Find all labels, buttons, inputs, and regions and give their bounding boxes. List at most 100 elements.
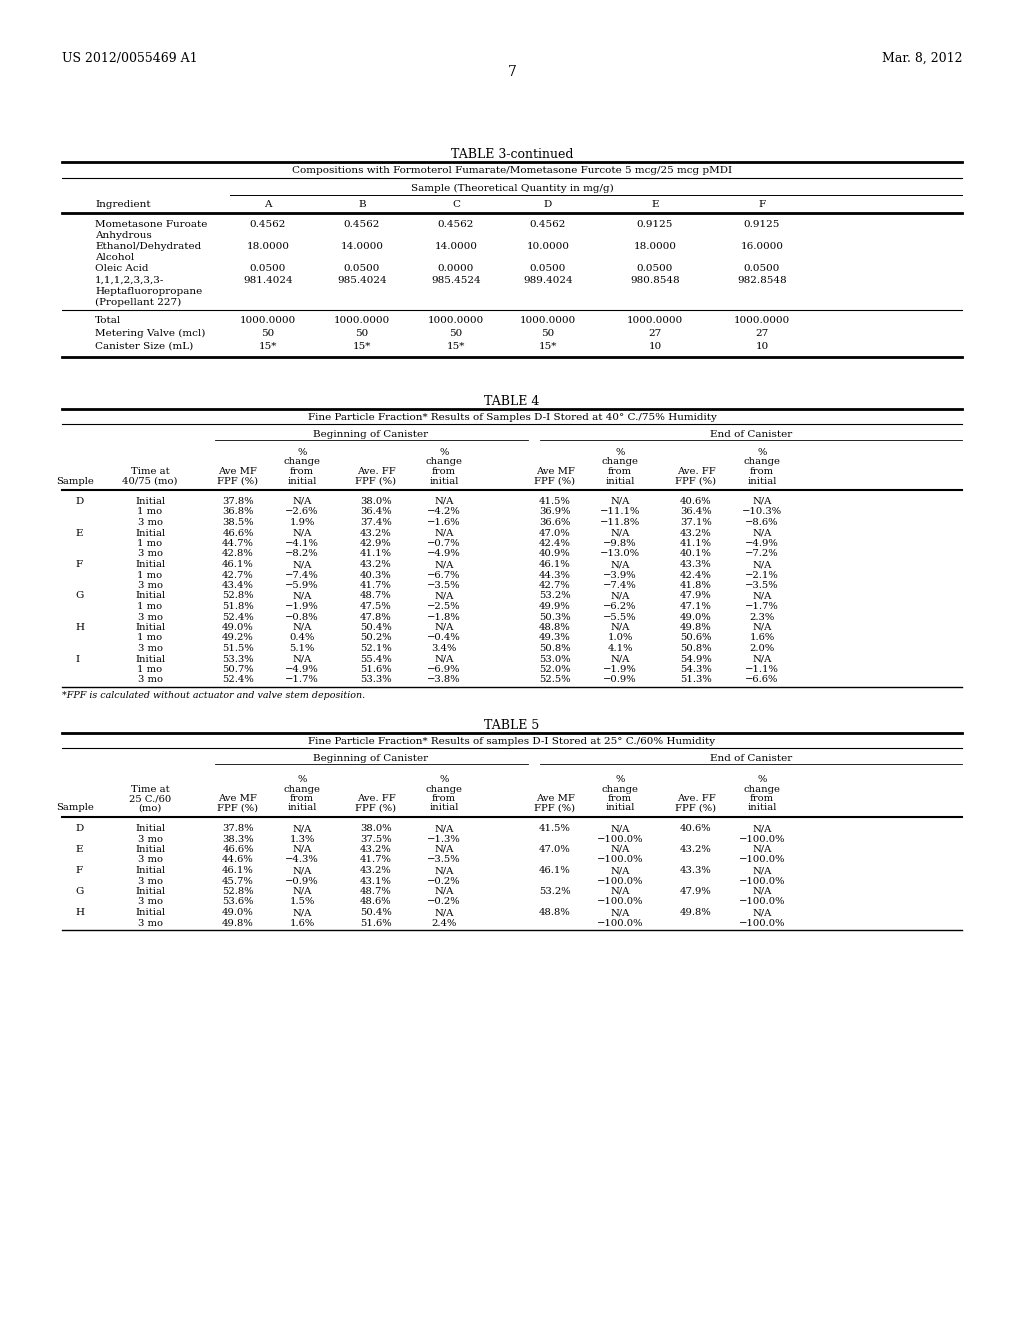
Text: Ave. FF: Ave. FF — [356, 467, 395, 477]
Text: Initial: Initial — [135, 591, 165, 601]
Text: Heptafluoropropane: Heptafluoropropane — [95, 286, 203, 296]
Text: 50.7%: 50.7% — [222, 665, 254, 675]
Text: N/A: N/A — [753, 887, 772, 896]
Text: Initial: Initial — [135, 655, 165, 664]
Text: 42.4%: 42.4% — [539, 539, 571, 548]
Text: 49.8%: 49.8% — [680, 623, 712, 632]
Text: 3.4%: 3.4% — [431, 644, 457, 653]
Text: 1.9%: 1.9% — [290, 517, 314, 527]
Text: 43.3%: 43.3% — [680, 866, 712, 875]
Text: −5.5%: −5.5% — [603, 612, 637, 622]
Text: %: % — [615, 775, 625, 784]
Text: 3 mo: 3 mo — [137, 612, 163, 622]
Text: 49.2%: 49.2% — [222, 634, 254, 643]
Text: from: from — [608, 795, 632, 803]
Text: %: % — [615, 447, 625, 457]
Text: −3.8%: −3.8% — [427, 676, 461, 685]
Text: 47.8%: 47.8% — [360, 612, 392, 622]
Text: 981.4024: 981.4024 — [243, 276, 293, 285]
Text: 1 mo: 1 mo — [137, 602, 163, 611]
Text: FPF (%): FPF (%) — [217, 804, 259, 813]
Text: initial: initial — [605, 477, 635, 486]
Text: 16.0000: 16.0000 — [740, 242, 783, 251]
Text: 51.3%: 51.3% — [680, 676, 712, 685]
Text: 47.1%: 47.1% — [680, 602, 712, 611]
Text: 1.0%: 1.0% — [607, 634, 633, 643]
Text: N/A: N/A — [434, 498, 454, 506]
Text: 38.0%: 38.0% — [360, 498, 392, 506]
Text: 43.1%: 43.1% — [360, 876, 392, 886]
Text: 37.4%: 37.4% — [360, 517, 392, 527]
Text: 41.8%: 41.8% — [680, 581, 712, 590]
Text: −6.6%: −6.6% — [745, 676, 778, 685]
Text: TABLE 3-continued: TABLE 3-continued — [451, 148, 573, 161]
Text: 44.7%: 44.7% — [222, 539, 254, 548]
Text: N/A: N/A — [292, 560, 311, 569]
Text: −0.2%: −0.2% — [427, 876, 461, 886]
Text: C: C — [452, 201, 460, 209]
Text: 36.4%: 36.4% — [360, 507, 392, 516]
Text: F: F — [75, 866, 82, 875]
Text: N/A: N/A — [434, 908, 454, 917]
Text: N/A: N/A — [753, 845, 772, 854]
Text: 1000.0000: 1000.0000 — [627, 315, 683, 325]
Text: 47.5%: 47.5% — [360, 602, 392, 611]
Text: 47.0%: 47.0% — [539, 845, 570, 854]
Text: N/A: N/A — [753, 528, 772, 537]
Text: N/A: N/A — [434, 560, 454, 569]
Text: 43.2%: 43.2% — [680, 528, 712, 537]
Text: 48.6%: 48.6% — [360, 898, 392, 907]
Text: 18.0000: 18.0000 — [247, 242, 290, 251]
Text: 51.5%: 51.5% — [222, 644, 254, 653]
Text: change: change — [426, 784, 463, 793]
Text: 18.0000: 18.0000 — [634, 242, 677, 251]
Text: 0.0500: 0.0500 — [637, 264, 673, 273]
Text: 53.2%: 53.2% — [540, 887, 570, 896]
Text: Beginning of Canister: Beginning of Canister — [313, 754, 429, 763]
Text: Mometasone Furoate: Mometasone Furoate — [95, 220, 208, 228]
Text: 50: 50 — [542, 329, 555, 338]
Text: 53.2%: 53.2% — [540, 591, 570, 601]
Text: 27: 27 — [648, 329, 662, 338]
Text: change: change — [284, 458, 321, 466]
Text: N/A: N/A — [610, 887, 630, 896]
Text: 49.0%: 49.0% — [222, 623, 254, 632]
Text: 37.1%: 37.1% — [680, 517, 712, 527]
Text: from: from — [432, 795, 456, 803]
Text: Ave. FF: Ave. FF — [677, 795, 716, 803]
Text: 40.1%: 40.1% — [680, 549, 712, 558]
Text: 1 mo: 1 mo — [137, 570, 163, 579]
Text: change: change — [601, 458, 639, 466]
Text: −10.3%: −10.3% — [742, 507, 782, 516]
Text: 52.0%: 52.0% — [540, 665, 570, 675]
Text: Beginning of Canister: Beginning of Canister — [313, 430, 429, 440]
Text: Ave MF: Ave MF — [218, 795, 257, 803]
Text: 52.4%: 52.4% — [222, 676, 254, 685]
Text: 49.0%: 49.0% — [222, 908, 254, 917]
Text: −100.0%: −100.0% — [738, 919, 785, 928]
Text: Fine Particle Fraction* Results of Samples D-I Stored at 40° C./75% Humidity: Fine Particle Fraction* Results of Sampl… — [307, 413, 717, 422]
Text: %: % — [297, 775, 306, 784]
Text: 36.8%: 36.8% — [222, 507, 254, 516]
Text: −4.3%: −4.3% — [285, 855, 318, 865]
Text: 51.6%: 51.6% — [360, 665, 392, 675]
Text: 54.3%: 54.3% — [680, 665, 712, 675]
Text: N/A: N/A — [292, 908, 311, 917]
Text: 15*: 15* — [259, 342, 278, 351]
Text: 41.5%: 41.5% — [539, 498, 571, 506]
Text: 43.2%: 43.2% — [680, 845, 712, 854]
Text: 0.4562: 0.4562 — [438, 220, 474, 228]
Text: FPF (%): FPF (%) — [535, 804, 575, 813]
Text: from: from — [432, 467, 456, 477]
Text: −1.6%: −1.6% — [427, 517, 461, 527]
Text: 50.8%: 50.8% — [680, 644, 712, 653]
Text: initial: initial — [288, 477, 316, 486]
Text: −3.5%: −3.5% — [745, 581, 779, 590]
Text: 49.8%: 49.8% — [680, 908, 712, 917]
Text: Time at: Time at — [131, 784, 169, 793]
Text: 10: 10 — [648, 342, 662, 351]
Text: 38.3%: 38.3% — [222, 834, 254, 843]
Text: 48.8%: 48.8% — [539, 623, 570, 632]
Text: 46.1%: 46.1% — [222, 560, 254, 569]
Text: 54.9%: 54.9% — [680, 655, 712, 664]
